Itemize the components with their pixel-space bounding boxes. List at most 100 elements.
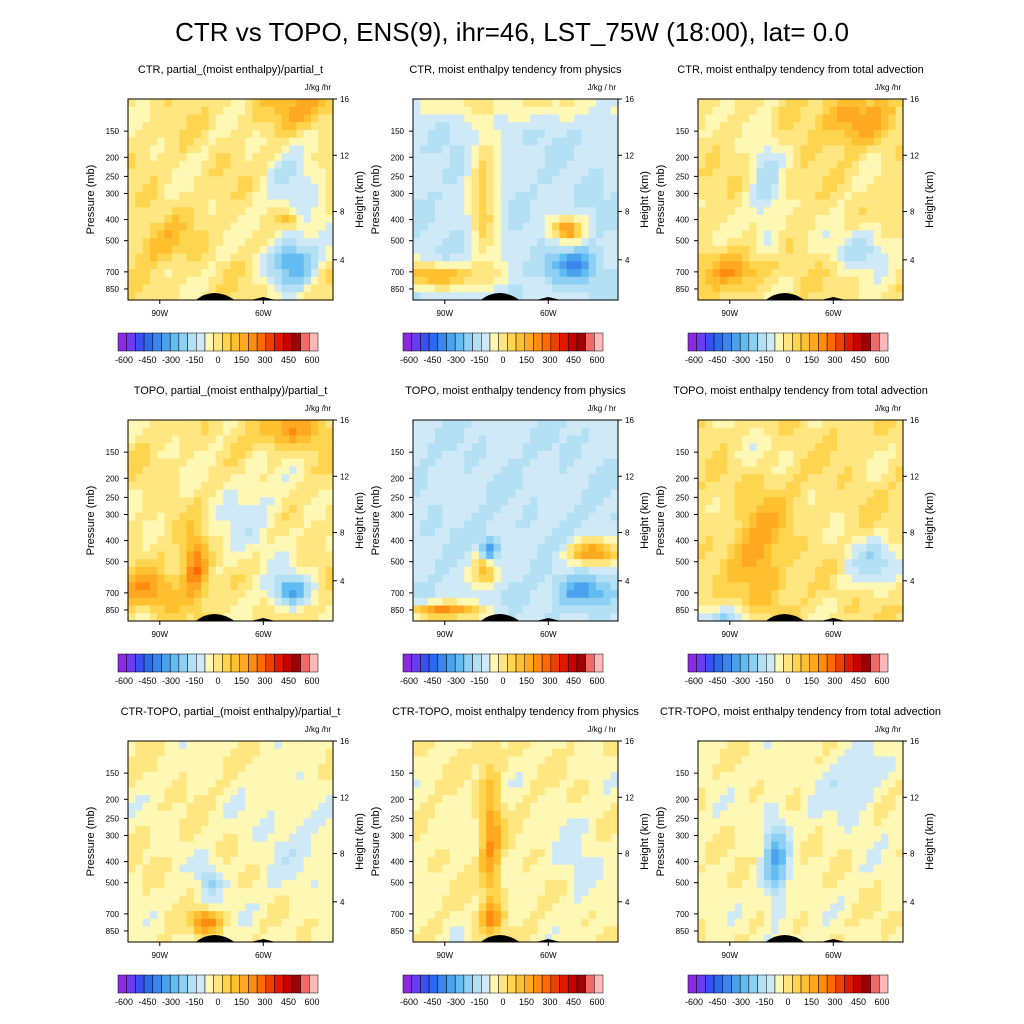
- colorbar-swatch: [213, 653, 223, 673]
- heatmap-cell: [289, 590, 297, 599]
- heatmap-cell: [530, 597, 539, 607]
- heatmap-cell: [705, 230, 714, 239]
- heatmap-cell: [223, 199, 232, 208]
- heatmap-cell: [873, 520, 882, 529]
- colorbar-swatch: [861, 332, 871, 352]
- heatmap-cell: [274, 551, 283, 560]
- heatmap-cell: [420, 222, 429, 232]
- heatmap-cell: [230, 207, 239, 216]
- heatmap-cell: [581, 435, 590, 444]
- heatmap-cell: [215, 284, 224, 293]
- heatmap-cell: [281, 605, 290, 614]
- heatmap-cell: [778, 284, 787, 293]
- heatmap-cell: [493, 137, 502, 146]
- heatmap-cell: [844, 466, 853, 475]
- heatmap-cell: [574, 284, 582, 293]
- heatmap-cell: [851, 122, 860, 131]
- heatmap-cell: [259, 474, 268, 483]
- heatmap-cell: [449, 245, 458, 255]
- heatmap-cell: [815, 238, 824, 247]
- heatmap-cell: [142, 253, 151, 262]
- heatmap-cell: [500, 466, 509, 475]
- heatmap-cell: [318, 129, 327, 139]
- heatmap-cell: [829, 466, 838, 475]
- heatmap-cell: [296, 122, 305, 131]
- heatmap-cell: [815, 230, 824, 239]
- heatmap-cell: [500, 551, 509, 560]
- heatmap-cell: [888, 566, 897, 576]
- heatmap-cell: [215, 122, 224, 131]
- heatmap-cell: [771, 520, 780, 529]
- heatmap-cell: [515, 191, 524, 201]
- heatmap-cell: [171, 841, 180, 850]
- colorbar-label: 0: [500, 676, 505, 686]
- heatmap-cell: [464, 214, 473, 224]
- heatmap-cell: [866, 613, 875, 622]
- heatmap-cell: [215, 214, 224, 224]
- heatmap-cell: [771, 145, 780, 154]
- heatmap-cell: [522, 284, 531, 293]
- heatmap-cell: [588, 582, 597, 591]
- colorbar-label: -150: [755, 355, 773, 365]
- heatmap-cell: [215, 207, 224, 216]
- heatmap-cell: [749, 191, 758, 201]
- heatmap-cell: [574, 261, 582, 270]
- heatmap-cell: [785, 458, 794, 467]
- heatmap-cell: [274, 176, 283, 185]
- heatmap-cell: [844, 597, 853, 607]
- heatmap-cell: [142, 802, 151, 812]
- heatmap-cell: [749, 450, 758, 460]
- units-label: J/kg / hr: [588, 83, 617, 92]
- heatmap-cell: [420, 114, 429, 123]
- heatmap-cell: [193, 427, 202, 437]
- heatmap-cell: [413, 466, 421, 475]
- heatmap-cell: [719, 269, 728, 278]
- heatmap-cell: [259, 574, 268, 583]
- heatmap-cell: [888, 207, 897, 216]
- heatmap-cell: [157, 99, 166, 108]
- heatmap-cell: [434, 543, 443, 553]
- heatmap-cell: [588, 520, 597, 529]
- colorbar-label: 150: [519, 676, 534, 686]
- heatmap-cell: [771, 114, 780, 123]
- heatmap-cell: [800, 261, 809, 270]
- heatmap-cell: [289, 543, 297, 553]
- heatmap-cell: [815, 512, 824, 522]
- heatmap-cell: [793, 207, 802, 216]
- heatmap-cell: [851, 114, 860, 123]
- heatmap-cell: [179, 184, 188, 193]
- heatmap-cell: [530, 420, 539, 429]
- heatmap-cell: [157, 926, 166, 935]
- heatmap-cell: [128, 802, 136, 812]
- heatmap-cell: [844, 458, 853, 467]
- heatmap-cell: [610, 427, 619, 437]
- heatmap-cell: [486, 99, 495, 108]
- heatmap-cell: [888, 176, 897, 185]
- heatmap-cell: [756, 261, 765, 270]
- heatmap-cell: [223, 427, 232, 437]
- heatmap-cell: [318, 122, 327, 131]
- heatmap-cell: [164, 458, 173, 467]
- heatmap-cell: [778, 114, 787, 123]
- heatmap-cell: [237, 214, 246, 224]
- heatmap-cell: [135, 199, 144, 208]
- heatmap-cell: [698, 199, 706, 208]
- heatmap-cell: [157, 849, 166, 858]
- heatmap-cell: [149, 787, 158, 796]
- heatmap-cell: [164, 176, 173, 185]
- heatmap-cell: [508, 222, 517, 232]
- heatmap-cell: [515, 450, 524, 460]
- heatmap-cell: [859, 597, 867, 607]
- heatmap-cell: [522, 474, 531, 483]
- heatmap-cell: [822, 245, 831, 255]
- heatmap-cell: [267, 489, 276, 498]
- heatmap-cell: [245, 160, 254, 170]
- heatmap-cell: [530, 261, 539, 270]
- heatmap-cell: [500, 176, 509, 185]
- heatmap-cell: [186, 106, 195, 116]
- heatmap-cell: [128, 238, 136, 247]
- heatmap-cell: [873, 605, 882, 614]
- heatmap-cell: [596, 238, 604, 247]
- heatmap-cell: [500, 597, 509, 607]
- heatmap-cell: [449, 191, 458, 201]
